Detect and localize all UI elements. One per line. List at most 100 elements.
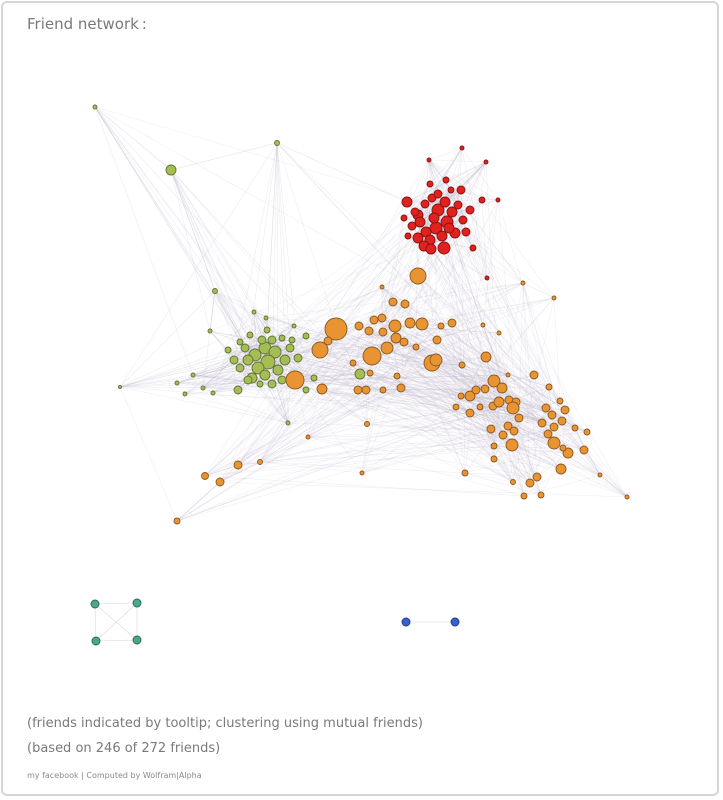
- friend-node-teal[interactable]: [132, 598, 142, 608]
- friend-node-green[interactable]: [302, 386, 310, 394]
- friend-node-red[interactable]: [401, 196, 413, 208]
- friend-node-blue[interactable]: [450, 617, 460, 627]
- friend-node-orange[interactable]: [547, 410, 557, 420]
- friend-node-orange[interactable]: [285, 370, 305, 390]
- friend-node-green[interactable]: [251, 361, 265, 375]
- friend-node-orange[interactable]: [557, 416, 567, 426]
- friend-node-orange[interactable]: [506, 401, 520, 415]
- friend-node-green[interactable]: [243, 375, 253, 385]
- friend-node-orange[interactable]: [520, 280, 526, 286]
- friend-node-green[interactable]: [268, 345, 282, 359]
- friend-node-orange[interactable]: [496, 382, 508, 394]
- friend-node-orange[interactable]: [201, 472, 209, 480]
- friend-node-red[interactable]: [425, 243, 437, 255]
- friend-node-red[interactable]: [447, 186, 455, 194]
- friend-node-green[interactable]: [354, 368, 366, 380]
- friend-node-green[interactable]: [256, 380, 264, 388]
- friend-node-green[interactable]: [200, 385, 206, 391]
- friend-node-orange[interactable]: [361, 385, 371, 395]
- friend-node-teal[interactable]: [90, 599, 100, 609]
- friend-node-orange[interactable]: [559, 444, 567, 452]
- friend-node-green[interactable]: [291, 323, 297, 329]
- friend-node-red[interactable]: [446, 206, 458, 218]
- friend-node-orange[interactable]: [480, 351, 492, 363]
- friend-node-orange[interactable]: [409, 267, 427, 285]
- friend-node-red[interactable]: [436, 230, 448, 242]
- friend-node-orange[interactable]: [399, 337, 409, 347]
- friend-node-red[interactable]: [443, 222, 455, 234]
- friend-node-green[interactable]: [182, 391, 188, 397]
- friend-node-orange[interactable]: [377, 313, 387, 323]
- friend-node-orange[interactable]: [514, 413, 524, 423]
- friend-node-orange[interactable]: [349, 359, 357, 367]
- friend-node-orange[interactable]: [388, 319, 402, 333]
- friend-node-orange[interactable]: [316, 383, 328, 395]
- friend-node-red[interactable]: [426, 180, 434, 188]
- friend-node-red[interactable]: [407, 221, 417, 231]
- friend-node-orange[interactable]: [388, 297, 398, 307]
- friend-node-green[interactable]: [240, 343, 250, 353]
- friend-node-orange[interactable]: [471, 385, 481, 395]
- friend-node-orange[interactable]: [404, 317, 416, 329]
- friend-node-orange[interactable]: [509, 426, 519, 436]
- friend-node-orange[interactable]: [486, 424, 496, 434]
- friend-node-red[interactable]: [456, 185, 466, 195]
- friend-node-orange[interactable]: [510, 479, 516, 485]
- friend-node-orange[interactable]: [556, 397, 564, 405]
- friend-node-green[interactable]: [233, 385, 243, 395]
- friend-node-orange[interactable]: [490, 442, 498, 450]
- friend-node-green[interactable]: [174, 380, 180, 386]
- friend-node-green[interactable]: [267, 335, 277, 345]
- friend-node-green[interactable]: [251, 309, 257, 315]
- friend-node-red[interactable]: [478, 196, 486, 204]
- friend-node-orange[interactable]: [547, 436, 561, 450]
- friend-node-green[interactable]: [242, 354, 254, 366]
- friend-node-red[interactable]: [461, 227, 471, 237]
- friend-node-orange[interactable]: [354, 321, 364, 331]
- friend-node-orange[interactable]: [432, 335, 442, 345]
- friend-node-orange[interactable]: [498, 430, 508, 440]
- friend-node-orange[interactable]: [324, 317, 348, 341]
- friend-node-orange[interactable]: [447, 318, 457, 328]
- friend-node-orange[interactable]: [555, 463, 567, 475]
- friend-node-orange[interactable]: [505, 372, 511, 378]
- friend-node-green[interactable]: [272, 364, 284, 376]
- friend-node-orange[interactable]: [505, 438, 519, 452]
- friend-node-orange[interactable]: [215, 477, 225, 487]
- friend-node-green[interactable]: [267, 379, 277, 389]
- friend-node-orange[interactable]: [173, 517, 181, 525]
- friend-node-red[interactable]: [426, 157, 432, 163]
- friend-node-orange[interactable]: [364, 421, 370, 427]
- friend-node-red[interactable]: [433, 189, 443, 199]
- friend-node-green[interactable]: [118, 385, 122, 389]
- friend-node-orange[interactable]: [396, 383, 406, 393]
- friend-node-orange[interactable]: [353, 385, 363, 395]
- friend-node-orange[interactable]: [487, 374, 501, 388]
- friend-node-orange[interactable]: [560, 405, 570, 415]
- friend-node-green[interactable]: [279, 354, 291, 366]
- friend-node-orange[interactable]: [412, 343, 420, 351]
- friend-node-orange[interactable]: [532, 472, 542, 482]
- friend-node-orange[interactable]: [476, 403, 484, 411]
- friend-node-orange[interactable]: [458, 361, 466, 369]
- friend-node-orange[interactable]: [551, 295, 557, 301]
- friend-node-orange[interactable]: [541, 403, 551, 413]
- friend-node-orange[interactable]: [257, 459, 263, 465]
- friend-node-red[interactable]: [404, 232, 412, 240]
- friend-node-red[interactable]: [420, 199, 430, 209]
- friend-node-orange[interactable]: [457, 392, 465, 400]
- friend-node-orange[interactable]: [311, 341, 329, 359]
- friend-node-orange[interactable]: [369, 315, 379, 325]
- friend-node-green[interactable]: [285, 420, 291, 426]
- friend-node-orange[interactable]: [464, 390, 476, 402]
- friend-node-red[interactable]: [437, 241, 451, 255]
- friend-node-red[interactable]: [414, 216, 426, 228]
- friend-node-orange[interactable]: [624, 494, 630, 500]
- friend-node-blue[interactable]: [401, 617, 411, 627]
- friend-node-orange[interactable]: [437, 322, 445, 330]
- friend-node-green[interactable]: [288, 336, 296, 344]
- friend-node-orange[interactable]: [545, 383, 553, 391]
- friend-node-orange[interactable]: [583, 428, 591, 436]
- friend-node-red[interactable]: [458, 215, 468, 225]
